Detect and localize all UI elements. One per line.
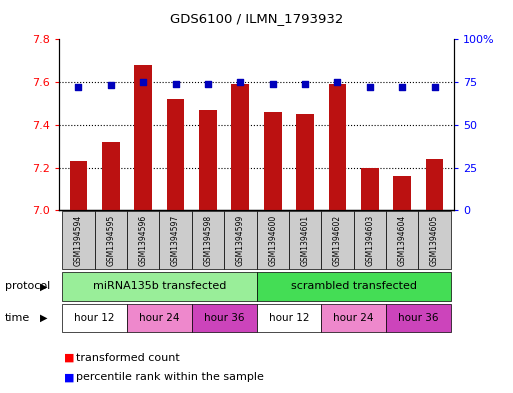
Point — [269, 81, 277, 87]
Bar — [127, 211, 160, 269]
Bar — [199, 110, 217, 210]
Point — [204, 81, 212, 87]
Text: ■: ■ — [64, 353, 74, 363]
Text: GSM1394596: GSM1394596 — [139, 215, 148, 266]
Bar — [62, 272, 256, 301]
Bar — [353, 211, 386, 269]
Text: GSM1394600: GSM1394600 — [268, 215, 277, 266]
Text: hour 24: hour 24 — [333, 313, 374, 323]
Bar — [321, 211, 353, 269]
Text: GDS6100 / ILMN_1793932: GDS6100 / ILMN_1793932 — [170, 12, 343, 25]
Text: hour 36: hour 36 — [398, 313, 439, 323]
Text: GSM1394604: GSM1394604 — [398, 215, 407, 266]
Text: GSM1394594: GSM1394594 — [74, 215, 83, 266]
Point — [398, 84, 406, 90]
Text: GSM1394598: GSM1394598 — [204, 215, 212, 266]
Bar — [256, 304, 321, 332]
Text: hour 24: hour 24 — [139, 313, 180, 323]
Text: miRNA135b transfected: miRNA135b transfected — [93, 281, 226, 292]
Text: hour 12: hour 12 — [74, 313, 115, 323]
Bar — [224, 211, 256, 269]
Text: GSM1394599: GSM1394599 — [236, 215, 245, 266]
Text: scrambled transfected: scrambled transfected — [291, 281, 417, 292]
Text: ▶: ▶ — [40, 281, 47, 292]
Bar — [134, 65, 152, 210]
Bar — [127, 304, 192, 332]
Bar — [62, 304, 127, 332]
Bar — [62, 211, 94, 269]
Point — [107, 82, 115, 88]
Point — [236, 79, 244, 85]
Bar — [167, 99, 185, 210]
Text: hour 36: hour 36 — [204, 313, 244, 323]
Text: percentile rank within the sample: percentile rank within the sample — [76, 372, 264, 382]
Bar — [256, 272, 451, 301]
Point — [74, 84, 83, 90]
Bar — [192, 211, 224, 269]
Text: time: time — [5, 313, 30, 323]
Bar — [160, 211, 192, 269]
Bar — [102, 142, 120, 210]
Text: protocol: protocol — [5, 281, 50, 292]
Bar — [192, 304, 256, 332]
Text: hour 12: hour 12 — [269, 313, 309, 323]
Bar — [94, 211, 127, 269]
Text: GSM1394602: GSM1394602 — [333, 215, 342, 266]
Bar — [256, 211, 289, 269]
Text: ■: ■ — [64, 372, 74, 382]
Bar — [386, 304, 451, 332]
Point — [301, 81, 309, 87]
Text: GSM1394601: GSM1394601 — [301, 215, 309, 266]
Bar — [328, 84, 346, 210]
Bar — [70, 161, 87, 210]
Bar — [426, 159, 443, 210]
Text: GSM1394603: GSM1394603 — [365, 215, 374, 266]
Bar — [289, 211, 321, 269]
Bar — [386, 211, 419, 269]
Text: ▶: ▶ — [40, 313, 47, 323]
Text: transformed count: transformed count — [76, 353, 180, 363]
Bar — [264, 112, 282, 210]
Bar — [393, 176, 411, 210]
Point — [139, 79, 147, 85]
Point — [430, 84, 439, 90]
Text: GSM1394595: GSM1394595 — [106, 215, 115, 266]
Bar — [296, 114, 314, 210]
Point — [333, 79, 342, 85]
Bar — [321, 304, 386, 332]
Bar — [361, 167, 379, 210]
Bar — [231, 84, 249, 210]
Text: GSM1394597: GSM1394597 — [171, 215, 180, 266]
Point — [171, 81, 180, 87]
Bar — [419, 211, 451, 269]
Point — [366, 84, 374, 90]
Text: GSM1394605: GSM1394605 — [430, 215, 439, 266]
